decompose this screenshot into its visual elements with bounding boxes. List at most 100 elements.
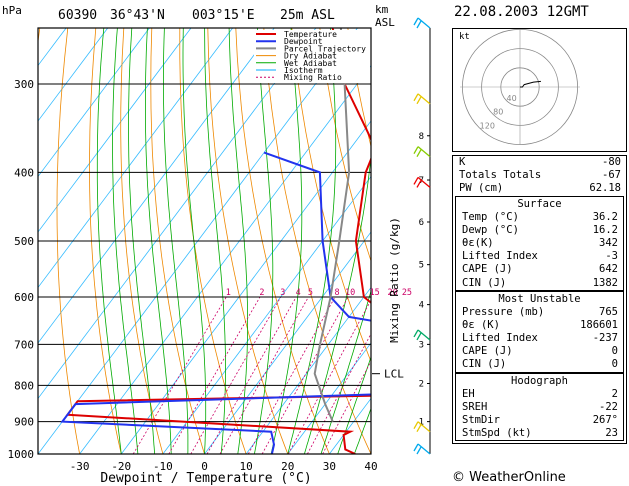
dry-adiabat-line [235, 28, 330, 454]
surface-label: Dewp (°C) [462, 223, 519, 236]
legend-entry: Dry Adiabat [284, 52, 337, 61]
pressure-tick-label: 900 [14, 416, 34, 429]
asl-unit-label: ASL [375, 16, 395, 29]
unstable-row: θε (K) 186601 [456, 319, 623, 332]
wind-barb [413, 17, 419, 26]
mixing-ratio-axis-label: Mixing Ratio (g/kg) [388, 217, 401, 343]
wind-barb [416, 446, 422, 455]
wet-adiabat-line [128, 28, 155, 454]
mixing-ratio-line [206, 296, 297, 454]
station-lat: 36°43'N [110, 8, 165, 23]
wind-barb [417, 421, 431, 433]
hodo-row: StmDir 267° [456, 414, 623, 427]
dry-adiabat-line [291, 28, 371, 363]
isobar-lines [38, 83, 371, 455]
mixing-ratio-line [261, 296, 349, 454]
station-elevation: 25m ASL [280, 8, 335, 23]
hodograph-unit: kt [459, 32, 470, 42]
surface-title: Surface [517, 197, 562, 210]
pressure-tick-label: 1000 [8, 448, 35, 461]
unstable-value: 186601 [580, 318, 618, 331]
wind-barb [413, 443, 419, 452]
temperature-tick-label: 30 [323, 460, 336, 473]
hodograph-ring-label: 120 [480, 121, 495, 130]
temperature-tick-label: 20 [281, 460, 294, 473]
mixing-ratio-label: 4 [296, 288, 301, 298]
mixing-ratio-line [219, 296, 309, 454]
mixing-ratio-line [168, 296, 261, 454]
mixing-ratio-label: 20 [388, 288, 398, 298]
surface-label: Lifted Index [462, 250, 538, 263]
temperature-tick-label: -30 [70, 460, 90, 473]
wet-adiabat-line [228, 28, 248, 454]
hodo-value: -22 [599, 400, 618, 413]
station-lon: 003°15'E [192, 8, 255, 23]
wind-barb [416, 332, 422, 341]
unstable-value: 0 [611, 358, 618, 371]
km-tick-label: 2 [419, 380, 424, 390]
hodograph-plot: kt 40 80 120 [459, 29, 580, 145]
copyright: © WeatherOnline [452, 470, 566, 485]
isotherm-line [38, 28, 109, 122]
unstable-value: 765 [599, 305, 618, 318]
wind-barb [417, 93, 431, 105]
mixing-ratio-labels: 1 2 3 4 5 8 10 15 20 25 [226, 288, 412, 298]
x-axis-label: Dewpoint / Temperature (°C) [100, 471, 311, 486]
isotherm-line [245, 286, 371, 454]
unstable-label: θε (K) [462, 318, 500, 331]
temperature-series [65, 28, 371, 454]
wind-barb [413, 329, 419, 338]
wind-barb [413, 93, 419, 102]
wet-adiabat-line [287, 28, 337, 454]
mixing-ratio-line [247, 296, 336, 454]
pressure-tick-label: 700 [14, 338, 34, 351]
dewpoint-series [60, 151, 371, 454]
unstable-label: CAPE (J) [462, 345, 513, 358]
surface-value: 36.2 [592, 210, 618, 223]
pressure-tick-label: 400 [14, 166, 34, 179]
unstable-label: CIN (J) [462, 358, 507, 371]
sounding-series [60, 28, 371, 454]
wet-adiabat-line [145, 28, 172, 454]
skew-t-chart: hPa 60390 36°43'N 003°15'E 25m ASL km AS… [2, 3, 431, 486]
wet-adiabat-line [112, 28, 139, 454]
dry-adiabat-line [56, 28, 80, 454]
index-value: -67 [602, 169, 621, 182]
wind-barb [416, 180, 422, 188]
parcel-trajectory-series [313, 28, 351, 422]
legend-entry: Parcel Trajectory [284, 44, 366, 53]
temperature-tick-label: 10 [240, 460, 253, 473]
plot-frame [37, 27, 372, 455]
index-row: K -80 [453, 156, 626, 169]
wet-adiabat-line [270, 28, 303, 454]
wet-adiabat-line [370, 452, 371, 454]
unstable-label: Pressure (mb) [462, 305, 545, 318]
surface-row: Lifted Index -3 [456, 250, 623, 263]
km-tick-label: 5 [419, 261, 424, 271]
km-axis: 87654321 [419, 28, 431, 454]
dry-adiabat-line [179, 28, 247, 454]
temperature-tick-labels: -30 -20 -10 0 10 20 30 40 [70, 460, 378, 473]
km-unit-label: km [375, 3, 389, 16]
km-tick-label: 4 [419, 301, 424, 311]
pressure-tick-label: 500 [14, 235, 34, 248]
surface-value: 1382 [592, 276, 618, 289]
pressure-tick-labels: 300 400 500 600 700 800 900 1000 [8, 78, 35, 461]
unstable-value: 0 [611, 345, 618, 358]
temperature-tick-label: 0 [201, 460, 208, 473]
wet-adiabat-line [320, 289, 371, 454]
mixing-ratio-label: 10 [345, 288, 355, 298]
wind-barb [416, 424, 422, 433]
hodograph-section: Hodograph EH 2 SREH -22 StmDir 267° StmSpd (kt… [455, 372, 624, 442]
km-tick-label: 8 [419, 132, 424, 142]
unstable-label: Lifted Index [462, 332, 538, 345]
legend-entry: Wet Adiabat [284, 59, 337, 68]
hodo-label: EH [462, 387, 475, 400]
hodo-value: 267° [592, 414, 618, 426]
hodo-value: 23 [605, 427, 618, 440]
lcl-label: LCL [384, 368, 404, 381]
hodograph-trace [520, 80, 541, 88]
unstable-row: CIN (J) 0 [456, 358, 623, 371]
unstable-row: CAPE (J) 0 [456, 345, 623, 358]
